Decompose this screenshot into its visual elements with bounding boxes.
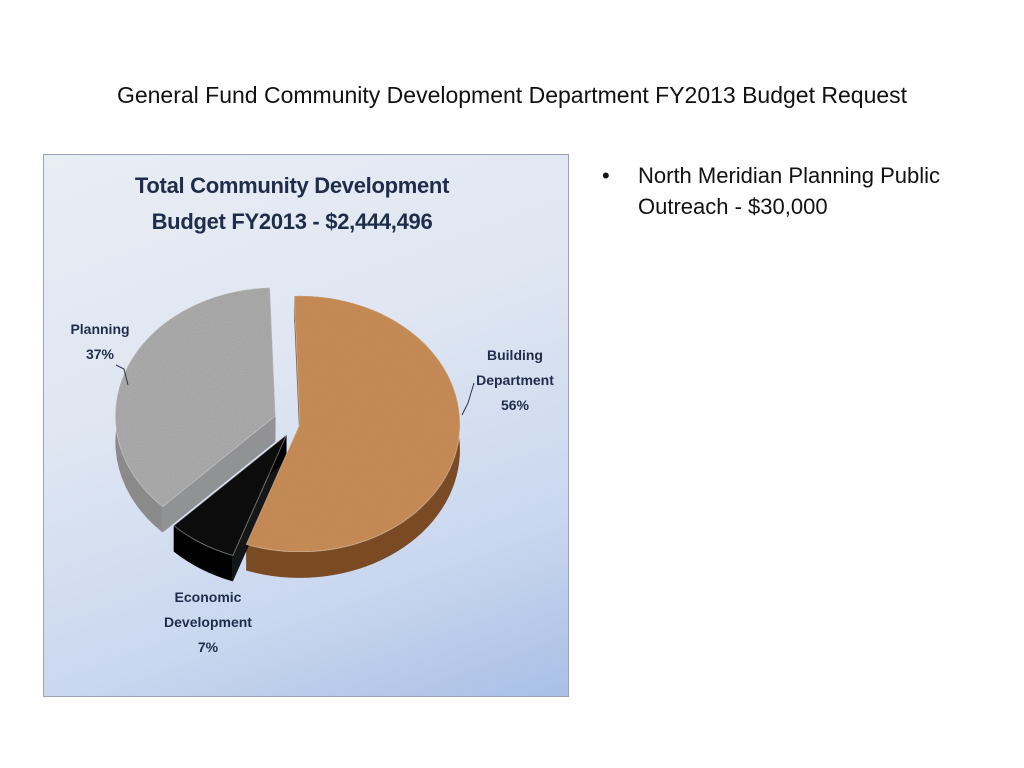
pie-chart: Total Community Development Budget FY201… (43, 154, 569, 697)
pie-slice-planning (114, 287, 276, 508)
bullet-item: • North Meridian Planning Public Outreac… (596, 160, 976, 222)
pie-slice-building (245, 295, 461, 553)
slice-label-planning-percent: 37% (85, 346, 115, 362)
slice-label-economic: Economic Development 7% (152, 585, 264, 660)
slice-label-economic-percent: 7% (197, 639, 219, 655)
slice-label-planning: Planning 37% (64, 317, 136, 367)
pie-slice-cut-planning-0 (162, 415, 276, 533)
slice-label-economic-name-1: Economic (174, 589, 242, 605)
slice-label-building: Building Department 56% (462, 343, 568, 418)
chart-title-line-1: Total Community Development (134, 173, 450, 198)
slice-label-building-name-2: Department (476, 372, 554, 388)
bullet-list: • North Meridian Planning Public Outreac… (596, 160, 976, 222)
chart-title-line-2: Budget FY2013 - $2,444,496 (151, 209, 433, 234)
slice-label-building-percent: 56% (500, 397, 530, 413)
slide-title: General Fund Community Development Depar… (116, 82, 908, 108)
bullet-text: North Meridian Planning Public Outreach … (638, 163, 941, 219)
leader-line-building (461, 382, 475, 416)
slice-label-economic-name-2: Development (164, 614, 252, 630)
leader-line-planning (115, 364, 129, 386)
slice-label-planning-name: Planning (70, 321, 130, 337)
pie-slice-economic (172, 434, 287, 557)
pie-chart-canvas (114, 287, 475, 582)
bullet-symbol: • (602, 163, 610, 188)
slice-label-building-name-1: Building (487, 347, 543, 363)
